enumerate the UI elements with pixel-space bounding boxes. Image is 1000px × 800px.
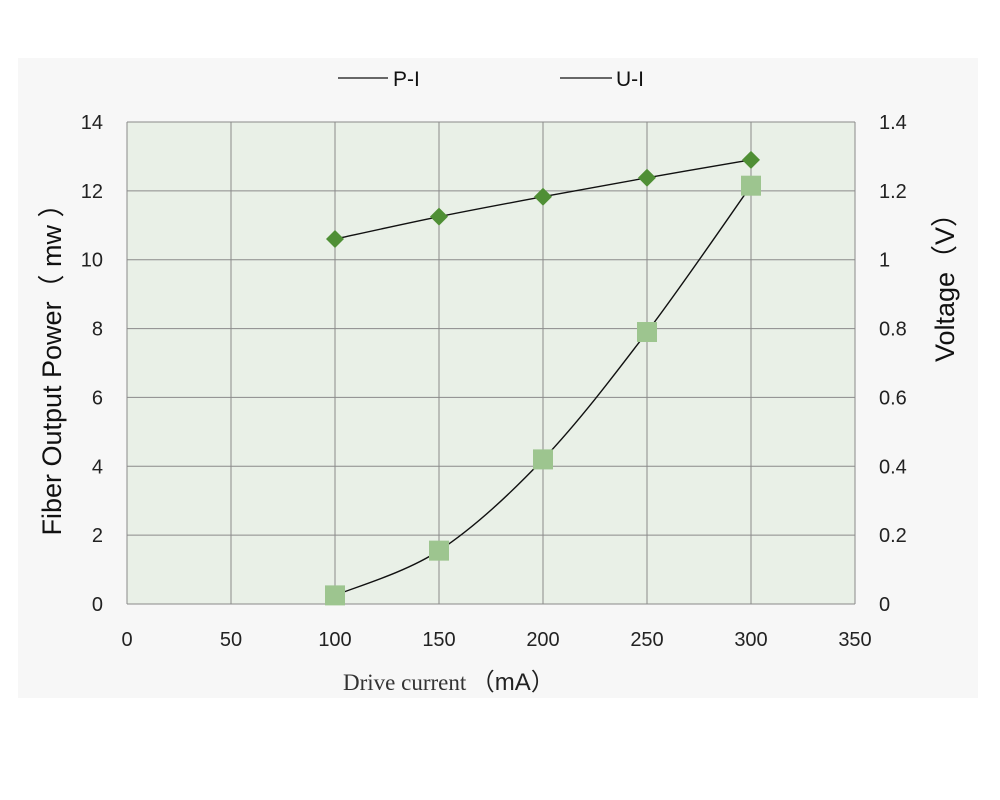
y2-tick-label: 1.4 bbox=[879, 112, 907, 134]
y2-tick-label: 0 bbox=[879, 594, 890, 616]
data-point-p-i bbox=[325, 585, 345, 606]
data-point-u-i bbox=[326, 230, 344, 249]
y2-tick-label: 1 bbox=[879, 250, 890, 272]
x-tick-label: 0 bbox=[121, 629, 132, 651]
y-tick-label: 4 bbox=[92, 456, 103, 478]
y-tick-label: 2 bbox=[92, 525, 103, 547]
y2-tick-label: 0.8 bbox=[879, 319, 907, 341]
x-tick-label: 150 bbox=[422, 629, 455, 651]
y2-tick-label: 0.2 bbox=[879, 525, 907, 547]
y-tick-label: 14 bbox=[81, 112, 103, 134]
x-tick-label: 300 bbox=[734, 629, 767, 651]
y2-tick-label: 0.4 bbox=[879, 456, 907, 478]
markers bbox=[325, 150, 761, 606]
y-tick-label: 0 bbox=[92, 594, 103, 616]
x-tick-label: 200 bbox=[526, 629, 559, 651]
y2-tick-label: 0.6 bbox=[879, 387, 907, 409]
x-tick-label: 350 bbox=[838, 629, 871, 651]
y-tick-label: 12 bbox=[81, 181, 103, 203]
x-axis-title: Drive current （mA） bbox=[343, 669, 555, 696]
legend-label-u-i: U-I bbox=[616, 68, 644, 91]
data-point-p-i bbox=[533, 449, 553, 470]
x-axis-title-text: Drive current bbox=[343, 670, 467, 695]
data-point-p-i bbox=[429, 540, 449, 561]
y-tick-label: 10 bbox=[81, 250, 103, 272]
data-point-u-i bbox=[638, 168, 656, 187]
data-point-u-i bbox=[742, 150, 760, 169]
legend: P-I U-I bbox=[338, 68, 644, 91]
data-point-u-i bbox=[430, 207, 448, 226]
y2-axis-title: Voltage（V） bbox=[930, 200, 960, 362]
x-tick-label: 100 bbox=[318, 629, 351, 651]
x-tick-label: 50 bbox=[220, 629, 242, 651]
ticks: 0 50 100 150 200 250 300 350 0 2 4 6 8 10 12 14 0 0.2 0.4 0… bbox=[81, 112, 907, 651]
plot-area bbox=[127, 122, 855, 604]
y2-tick-label: 1.2 bbox=[879, 181, 907, 203]
y-axis-title: Fiber Output Power（ mw ） bbox=[37, 190, 67, 535]
data-point-u-i bbox=[534, 187, 552, 206]
legend-label-p-i: P-I bbox=[393, 68, 420, 91]
x-axis-title-unit: （mA） bbox=[471, 669, 555, 696]
y-tick-label: 8 bbox=[92, 319, 103, 341]
x-tick-label: 250 bbox=[630, 629, 663, 651]
data-point-p-i bbox=[637, 322, 657, 343]
y-tick-label: 6 bbox=[92, 387, 103, 409]
data-point-p-i bbox=[741, 175, 761, 196]
